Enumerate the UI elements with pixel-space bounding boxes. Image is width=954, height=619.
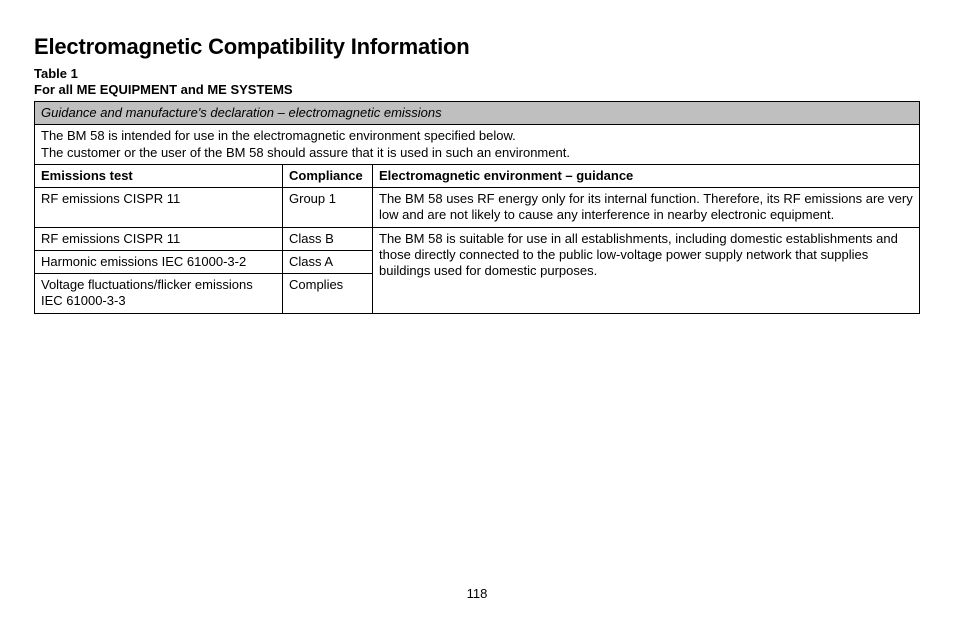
intro-line-2: The customer or the user of the BM 58 sh… (41, 145, 913, 161)
cell-test: RF emissions CISPR 11 (35, 227, 283, 250)
cell-compliance: Class B (283, 227, 373, 250)
table-number-label: Table 1 (34, 66, 920, 81)
col-header-test: Emissions test (35, 164, 283, 187)
document-page: Electromagnetic Compatibility Informatio… (0, 0, 954, 619)
cell-compliance: Complies (283, 274, 373, 314)
cell-test: Voltage fluctuations/flicker emissions I… (35, 274, 283, 314)
intro-line-1: The BM 58 is intended for use in the ele… (41, 128, 913, 144)
cell-environment: The BM 58 uses RF energy only for its in… (373, 188, 920, 228)
cell-test: RF emissions CISPR 11 (35, 188, 283, 228)
cell-test: Harmonic emissions IEC 61000-3-2 (35, 250, 283, 273)
col-header-compliance: Compliance (283, 164, 373, 187)
table-row: RF emissions CISPR 11 Class B The BM 58 … (35, 227, 920, 250)
col-header-environment: Electromagnetic environment – guidance (373, 164, 920, 187)
cell-environment-merged: The BM 58 is suitable for use in all est… (373, 227, 920, 313)
table-header-row: Emissions test Compliance Electromagneti… (35, 164, 920, 187)
cell-compliance: Group 1 (283, 188, 373, 228)
table-row: RF emissions CISPR 11 Group 1 The BM 58 … (35, 188, 920, 228)
page-title: Electromagnetic Compatibility Informatio… (34, 34, 920, 60)
table-banner-cell: Guidance and manufacture's declaration –… (35, 102, 920, 125)
table-subtitle: For all ME EQUIPMENT and ME SYSTEMS (34, 82, 920, 97)
cell-compliance: Class A (283, 250, 373, 273)
table-intro-cell: The BM 58 is intended for use in the ele… (35, 125, 920, 165)
table-intro-row: The BM 58 is intended for use in the ele… (35, 125, 920, 165)
table-banner-row: Guidance and manufacture's declaration –… (35, 102, 920, 125)
emc-table: Guidance and manufacture's declaration –… (34, 101, 920, 314)
page-number: 118 (0, 586, 954, 601)
